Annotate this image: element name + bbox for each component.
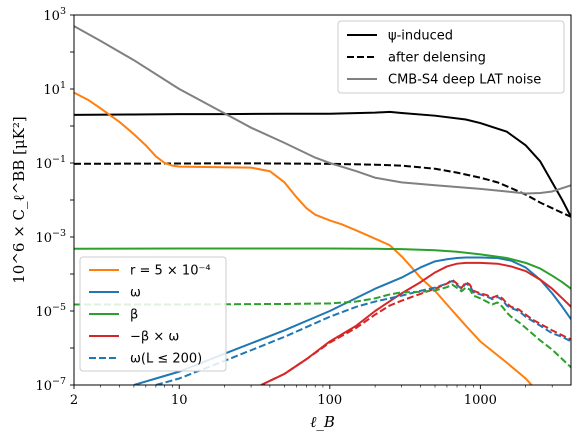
series-line-minus_beta_omega bbox=[260, 261, 571, 385]
y-tick-exponent: −1 bbox=[52, 154, 66, 165]
legend-label-omega_L200: ω(L ≤ 200) bbox=[130, 352, 202, 367]
y-tick-mantissa: 10 bbox=[43, 9, 60, 24]
y-tick-mantissa: 10 bbox=[35, 379, 52, 394]
series-line-omega_L200 bbox=[155, 279, 571, 385]
x-tick-label: 2 bbox=[70, 393, 78, 408]
series-line-r_tensor bbox=[74, 91, 533, 385]
y-tick-exponent: 1 bbox=[60, 80, 66, 91]
y-tick-mantissa: 10 bbox=[35, 231, 52, 246]
y-tick-exponent: −7 bbox=[52, 376, 66, 387]
series-line-after_delensing bbox=[74, 162, 571, 218]
series-line-beta_L200 bbox=[74, 283, 571, 369]
y-tick-exponent: 3 bbox=[60, 6, 66, 17]
y-tick-label: 10−7 bbox=[35, 376, 66, 394]
series-line-beta bbox=[74, 247, 571, 290]
series-line-omega bbox=[133, 256, 571, 385]
legend-label-after_delensing: after delensing bbox=[388, 51, 486, 66]
y-tick-exponent: −5 bbox=[52, 302, 66, 313]
legend-label-r_tensor: r = 5 × 10⁻⁴ bbox=[130, 264, 211, 279]
y-tick-label: 101 bbox=[43, 80, 66, 98]
legend-lower-left: r = 5 × 10⁻⁴ ωβ −β × ω ω(L ≤ 200) bbox=[79, 256, 227, 372]
series-line-cmbs4_noise bbox=[74, 25, 571, 195]
y-tick-label: 10−1 bbox=[35, 154, 66, 172]
y-axis-label: 10^6 × C_ℓ^BB [μK²] bbox=[10, 116, 28, 284]
y-tick-mantissa: 10 bbox=[43, 83, 60, 98]
legend-label-psi_induced: ψ-induced bbox=[388, 29, 453, 44]
y-tick-label: 103 bbox=[43, 6, 66, 24]
y-tick-mantissa: 10 bbox=[35, 157, 52, 172]
x-axis-label: ℓ_B bbox=[310, 413, 335, 431]
legend-upper-right: ψ-induced after delensing CMB-S4 deep LAT … bbox=[337, 20, 565, 94]
series-line-psi_induced bbox=[74, 110, 571, 218]
x-axis-label-text: ℓ_B bbox=[310, 413, 335, 431]
legend-label-minus_beta_omega: −β × ω bbox=[130, 330, 179, 345]
legend-layer: ψ-induced after delensing CMB-S4 deep LAT … bbox=[79, 20, 565, 372]
x-tick-label: 1000 bbox=[464, 393, 497, 408]
y-tick-label: 10−5 bbox=[35, 302, 66, 320]
y-tick-label: 10−3 bbox=[35, 228, 66, 246]
legend-label-beta: β bbox=[130, 308, 138, 323]
legend-label-cmbs4_noise: CMB-S4 deep LAT noise bbox=[388, 73, 541, 88]
y-axis-label-text: 10^6 × C_ℓ^BB [μK²] bbox=[10, 116, 28, 284]
legend-box bbox=[79, 256, 227, 372]
series-layer bbox=[74, 25, 571, 385]
legend-label-omega: ω bbox=[130, 286, 141, 301]
y-tick-mantissa: 10 bbox=[35, 305, 52, 320]
y-tick-exponent: −3 bbox=[52, 228, 66, 239]
legend-box bbox=[337, 20, 565, 94]
x-tick-label: 100 bbox=[317, 393, 342, 408]
x-tick-label: 10 bbox=[171, 393, 188, 408]
series-line-omega_L200_red bbox=[260, 278, 571, 385]
